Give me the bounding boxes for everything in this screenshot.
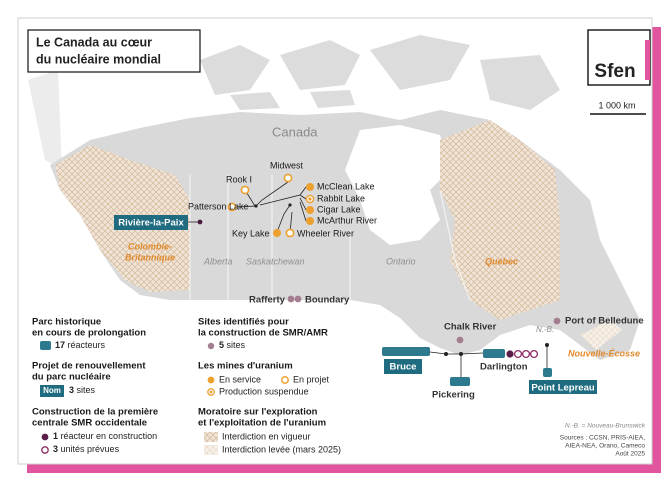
province-label: Alberta — [203, 256, 233, 266]
plant-label: Bruce — [390, 362, 417, 373]
mine-label: Rook I — [226, 174, 252, 184]
legend-heading: Parc historique — [32, 317, 101, 328]
hudson-bay — [345, 125, 450, 245]
legend-box-label: Nom — [43, 386, 61, 395]
site-label: Rivière-la-Paix — [118, 218, 184, 229]
smr-construction — [506, 350, 514, 358]
mine-label: McClean Lake — [317, 181, 375, 191]
legend-heading: la construction de SMR/AMR — [198, 328, 328, 339]
smr-planned — [521, 349, 531, 359]
legend-heading: Les mines d'uranium — [198, 361, 293, 372]
logo-box — [587, 29, 651, 86]
legend-heading: et l'exploitation de l'uranium — [198, 418, 326, 429]
province-label: Québec — [485, 256, 518, 266]
plant-label: Darlington — [480, 362, 528, 373]
site-box — [384, 359, 422, 374]
sources: Août 2025 — [615, 451, 645, 458]
title-line: Le Canada au cœur — [36, 35, 152, 49]
province-label: Colombie- — [128, 241, 172, 251]
legend-item: Interdiction en vigueur — [222, 431, 311, 441]
logo: Sfen — [594, 61, 635, 82]
plant-label: Pickering — [432, 390, 475, 401]
legend: Parc historique en cours de prolongation… — [32, 317, 341, 455]
plant-label: Point Lepreau — [531, 383, 595, 394]
country-label: Canada — [272, 124, 318, 139]
province-label: N.-B. — [536, 325, 554, 334]
sources: Sources : CCSN, PRIS-AIEA, — [560, 435, 645, 442]
title-box — [27, 29, 201, 73]
smr-planned — [529, 349, 539, 359]
smr-site — [553, 317, 561, 325]
mine-label: Midwest — [270, 160, 304, 170]
mine-label: Key Lake — [232, 228, 270, 238]
site-label: Boundary — [305, 295, 350, 306]
province-label: Saskatchewan — [246, 256, 305, 266]
mine-label: Wheeler River — [297, 228, 354, 238]
legend-item: 3 sites — [69, 385, 96, 395]
alaska — [28, 70, 62, 170]
legend-heading: Construction de la première — [32, 407, 158, 418]
moratorium-lifted-ns — [580, 320, 622, 350]
reactors — [382, 347, 552, 386]
site-box — [114, 215, 188, 230]
legend-item: En service — [219, 374, 261, 384]
legend-item: 17 réacteurs — [55, 340, 106, 350]
mine-label: Rabbit Lake — [317, 193, 365, 203]
mine-label: McArthur River — [317, 215, 377, 225]
legend-item: Interdiction levée (mars 2025) — [222, 444, 341, 454]
smr-planned — [513, 349, 523, 359]
smr-site — [197, 219, 203, 225]
legend-item: 1 réacteur en construction — [53, 431, 157, 441]
site-label: Chalk River — [444, 322, 497, 333]
legend-heading: centrale SMR occidentale — [32, 418, 147, 429]
province-borders — [189, 175, 471, 301]
sources: AIEA-NEA, Orano, Cameco — [565, 443, 645, 450]
legend-heading: en cours de prolongation — [32, 328, 146, 339]
smr-site — [287, 295, 295, 303]
legend-item: 3 unités prévues — [53, 444, 120, 454]
site-label: Port of Belledune — [565, 316, 644, 327]
legend-heading: Sites identifiés pour — [198, 317, 289, 328]
site-label: Rafferty — [249, 295, 286, 306]
title-line: du nucléaire mondial — [36, 52, 161, 66]
legend-heading: Projet de renouvellement — [32, 361, 146, 372]
moratorium-quebec — [440, 120, 560, 320]
legend-heading: Moratoire sur l'exploration — [198, 407, 318, 418]
arctic-islands — [200, 35, 560, 110]
footnote: N.-B. = Nouveau-Brunswick — [565, 423, 646, 430]
scale-label: 1 000 km — [598, 100, 635, 110]
smr-site — [294, 295, 302, 303]
site-box — [529, 380, 597, 394]
mines: Rook I Midwest McClean Lake Rabbit Lake … — [188, 160, 377, 238]
legend-item: 5 sites — [219, 340, 246, 350]
mine-label: Patterson Lake — [188, 201, 249, 211]
province-label: Nouvelle-Écosse — [568, 348, 640, 358]
province-label: Ontario — [386, 256, 416, 266]
legend-heading: du parc nucléaire — [32, 372, 111, 383]
smr-site — [456, 336, 464, 344]
province-label: Britannique — [125, 252, 175, 262]
logo-accent — [645, 40, 650, 80]
mine-label: Cigar Lake — [317, 204, 361, 214]
legend-item: En projet — [293, 374, 330, 384]
legend-item: Production suspendue — [219, 386, 309, 396]
